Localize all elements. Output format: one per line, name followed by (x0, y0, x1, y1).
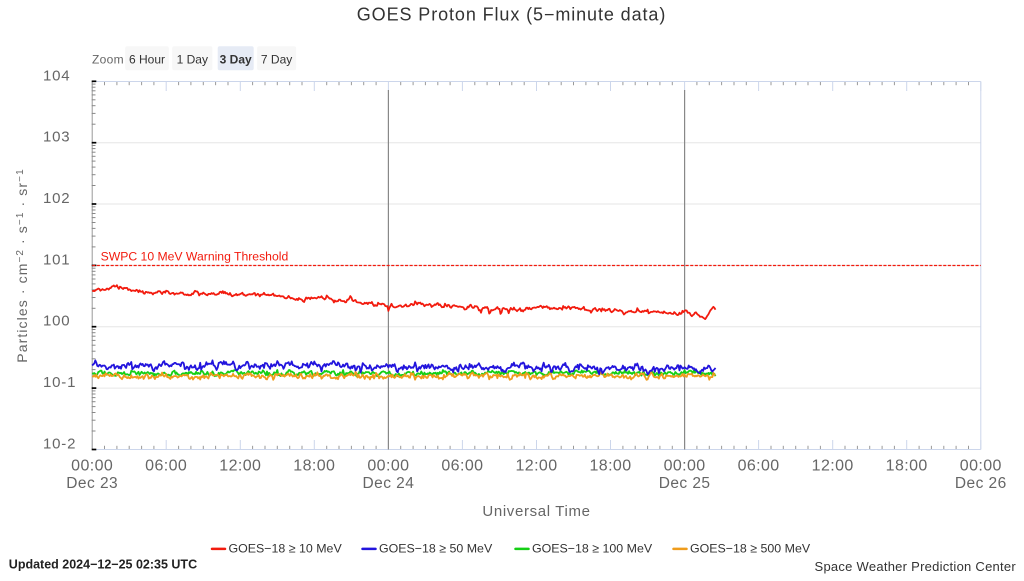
svg-text:100: 100 (43, 313, 70, 330)
svg-text:102: 102 (43, 190, 70, 207)
svg-text:Space Weather Prediction Cente: Space Weather Prediction Center (815, 559, 1017, 574)
svg-text:Zoom: Zoom (92, 53, 124, 67)
svg-text:Particles · cm−2 · s−1 · sr−1: Particles · cm−2 · s−1 · sr−1 (14, 168, 30, 362)
svg-text:18:00: 18:00 (293, 458, 335, 475)
svg-text:GOES−18 ≥ 500 MeV: GOES−18 ≥ 500 MeV (690, 541, 811, 555)
svg-text:00:00: 00:00 (71, 458, 113, 475)
svg-text:1 Day: 1 Day (177, 52, 208, 66)
svg-text:12:00: 12:00 (515, 458, 557, 475)
svg-text:18:00: 18:00 (589, 458, 631, 475)
svg-text:12:00: 12:00 (812, 458, 854, 475)
svg-text:7 Day: 7 Day (261, 52, 292, 66)
svg-text:10-2: 10-2 (43, 436, 76, 453)
svg-text:00:00: 00:00 (367, 458, 409, 475)
svg-text:104: 104 (43, 67, 70, 84)
svg-text:Updated 2024−12−25 02:35 UTC: Updated 2024−12−25 02:35 UTC (9, 558, 197, 572)
svg-text:06:00: 06:00 (738, 458, 780, 475)
svg-text:GOES−18 ≥ 50 MeV: GOES−18 ≥ 50 MeV (379, 541, 493, 555)
svg-text:SWPC 10 MeV Warning Threshold: SWPC 10 MeV Warning Threshold (101, 250, 289, 264)
svg-text:00:00: 00:00 (960, 458, 1002, 475)
svg-text:12:00: 12:00 (219, 458, 261, 475)
svg-text:18:00: 18:00 (886, 458, 928, 475)
svg-text:Dec 25: Dec 25 (659, 475, 711, 492)
svg-text:GOES Proton Flux (5−minute dat: GOES Proton Flux (5−minute data) (357, 5, 666, 25)
svg-text:Dec 23: Dec 23 (66, 475, 118, 492)
svg-text:101: 101 (43, 251, 70, 268)
svg-text:Dec 26: Dec 26 (955, 475, 1007, 492)
svg-text:103: 103 (43, 129, 70, 146)
svg-text:6 Hour: 6 Hour (129, 52, 165, 66)
svg-text:06:00: 06:00 (441, 458, 483, 475)
svg-text:GOES−18 ≥ 10 MeV: GOES−18 ≥ 10 MeV (229, 541, 343, 555)
svg-text:Dec 24: Dec 24 (362, 475, 414, 492)
svg-text:06:00: 06:00 (145, 458, 187, 475)
svg-text:GOES−18 ≥ 100 MeV: GOES−18 ≥ 100 MeV (532, 541, 653, 555)
svg-text:Universal Time: Universal Time (482, 503, 590, 520)
svg-text:00:00: 00:00 (664, 458, 706, 475)
svg-text:10-1: 10-1 (43, 374, 76, 391)
svg-text:3 Day: 3 Day (220, 52, 252, 66)
